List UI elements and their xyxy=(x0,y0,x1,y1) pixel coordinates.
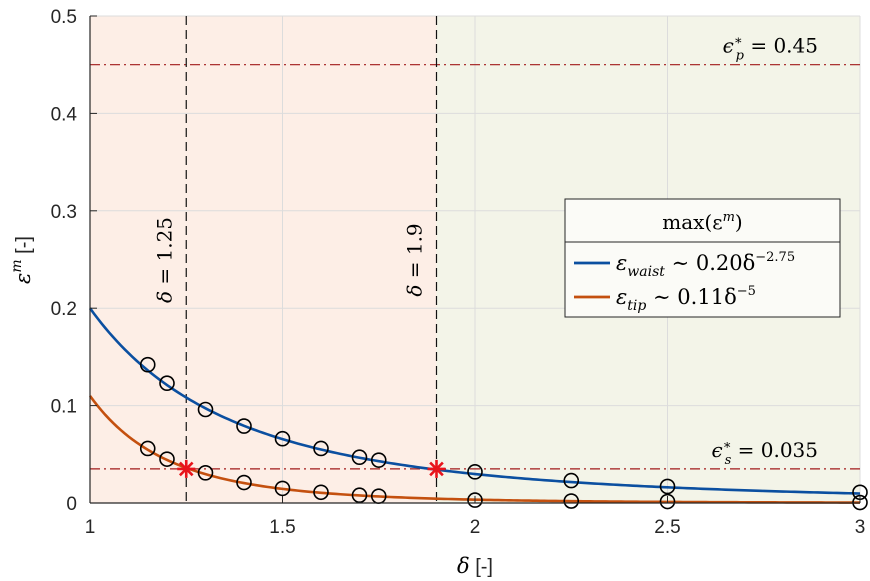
data-point-waist xyxy=(313,440,329,457)
intersection-markers xyxy=(177,459,446,478)
data-point-waist xyxy=(236,418,252,434)
delta-label-0: δ = 1.25 xyxy=(152,217,176,303)
data-point-tip xyxy=(313,484,329,501)
delta-lines xyxy=(185,16,438,503)
legend-entry-waist: εwaist ∼ 0.20δ−2.75 xyxy=(616,250,795,280)
x-tick-label: 2.5 xyxy=(654,517,680,538)
data-point-waist xyxy=(370,452,387,468)
x-tick-label: 3 xyxy=(855,517,866,538)
y-tick-label: 0.3 xyxy=(51,202,77,223)
data-point-waist xyxy=(467,464,483,480)
annotations: ϵ∗ p = 0.45 ϵ∗ s = 0.035 δ = 1.25 δ = 1.9 xyxy=(152,34,818,468)
data-point-waist xyxy=(274,430,291,447)
curve-waist xyxy=(88,307,861,495)
x-tick-label: 1 xyxy=(85,517,96,538)
region-0 xyxy=(90,16,437,503)
legend-entry-tip: εtip ∼ 0.11δ−5 xyxy=(616,284,756,314)
legend-title: max(εm) xyxy=(662,210,742,234)
star-stroke xyxy=(178,461,194,477)
data-point-tip xyxy=(139,440,156,457)
y-tick-label: 0.2 xyxy=(51,299,77,320)
y-tick-label: 0.4 xyxy=(51,104,78,125)
threshold-lines xyxy=(90,64,860,470)
legend: max(εm) εwaist ∼ 0.20δ−2.75 εtip ∼ 0.11δ−5 xyxy=(564,198,841,318)
data-point-tip xyxy=(659,493,676,510)
threshold-label-p: ϵ∗ p = 0.45 xyxy=(723,34,818,64)
threshold-label-s: ϵ∗ s = 0.035 xyxy=(712,438,818,468)
y-tick-label: 0 xyxy=(66,494,77,515)
y-tick-label: 0.5 xyxy=(51,7,77,28)
data-point-waist xyxy=(159,375,175,391)
axes xyxy=(89,15,861,504)
data-point-tip xyxy=(236,474,252,491)
data-point-tip xyxy=(274,480,291,497)
axis-labels: δ [-] εm [-] xyxy=(9,236,493,578)
intersection-star xyxy=(427,459,446,478)
y-tick-label: 0.1 xyxy=(51,397,77,418)
data-point-waist xyxy=(351,449,368,466)
star-stroke xyxy=(429,461,444,477)
data-points xyxy=(139,356,868,511)
data-point-tip xyxy=(159,451,175,467)
data-point-waist xyxy=(197,401,214,418)
x-tick-label: 2 xyxy=(470,517,481,538)
x-tick-label: 1.5 xyxy=(269,517,295,538)
data-point-waist xyxy=(563,472,580,489)
data-point-tip xyxy=(197,465,214,481)
data-point-tip xyxy=(563,493,580,509)
delta-label-1: δ = 1.9 xyxy=(403,223,427,296)
data-point-waist xyxy=(139,356,156,373)
intersection-star xyxy=(177,459,196,478)
tick-labels: 1 1.5 2 2.5 3 0 0.1 0.2 0.3 0.4 0.5 xyxy=(51,7,866,538)
x-axis-label: δ [-] xyxy=(457,554,493,578)
legend-box xyxy=(564,198,841,318)
data-point-tip xyxy=(467,492,483,508)
data-point-tip xyxy=(351,487,368,504)
data-point-waist xyxy=(659,478,676,495)
y-axis-label: εm [-] xyxy=(9,236,35,284)
